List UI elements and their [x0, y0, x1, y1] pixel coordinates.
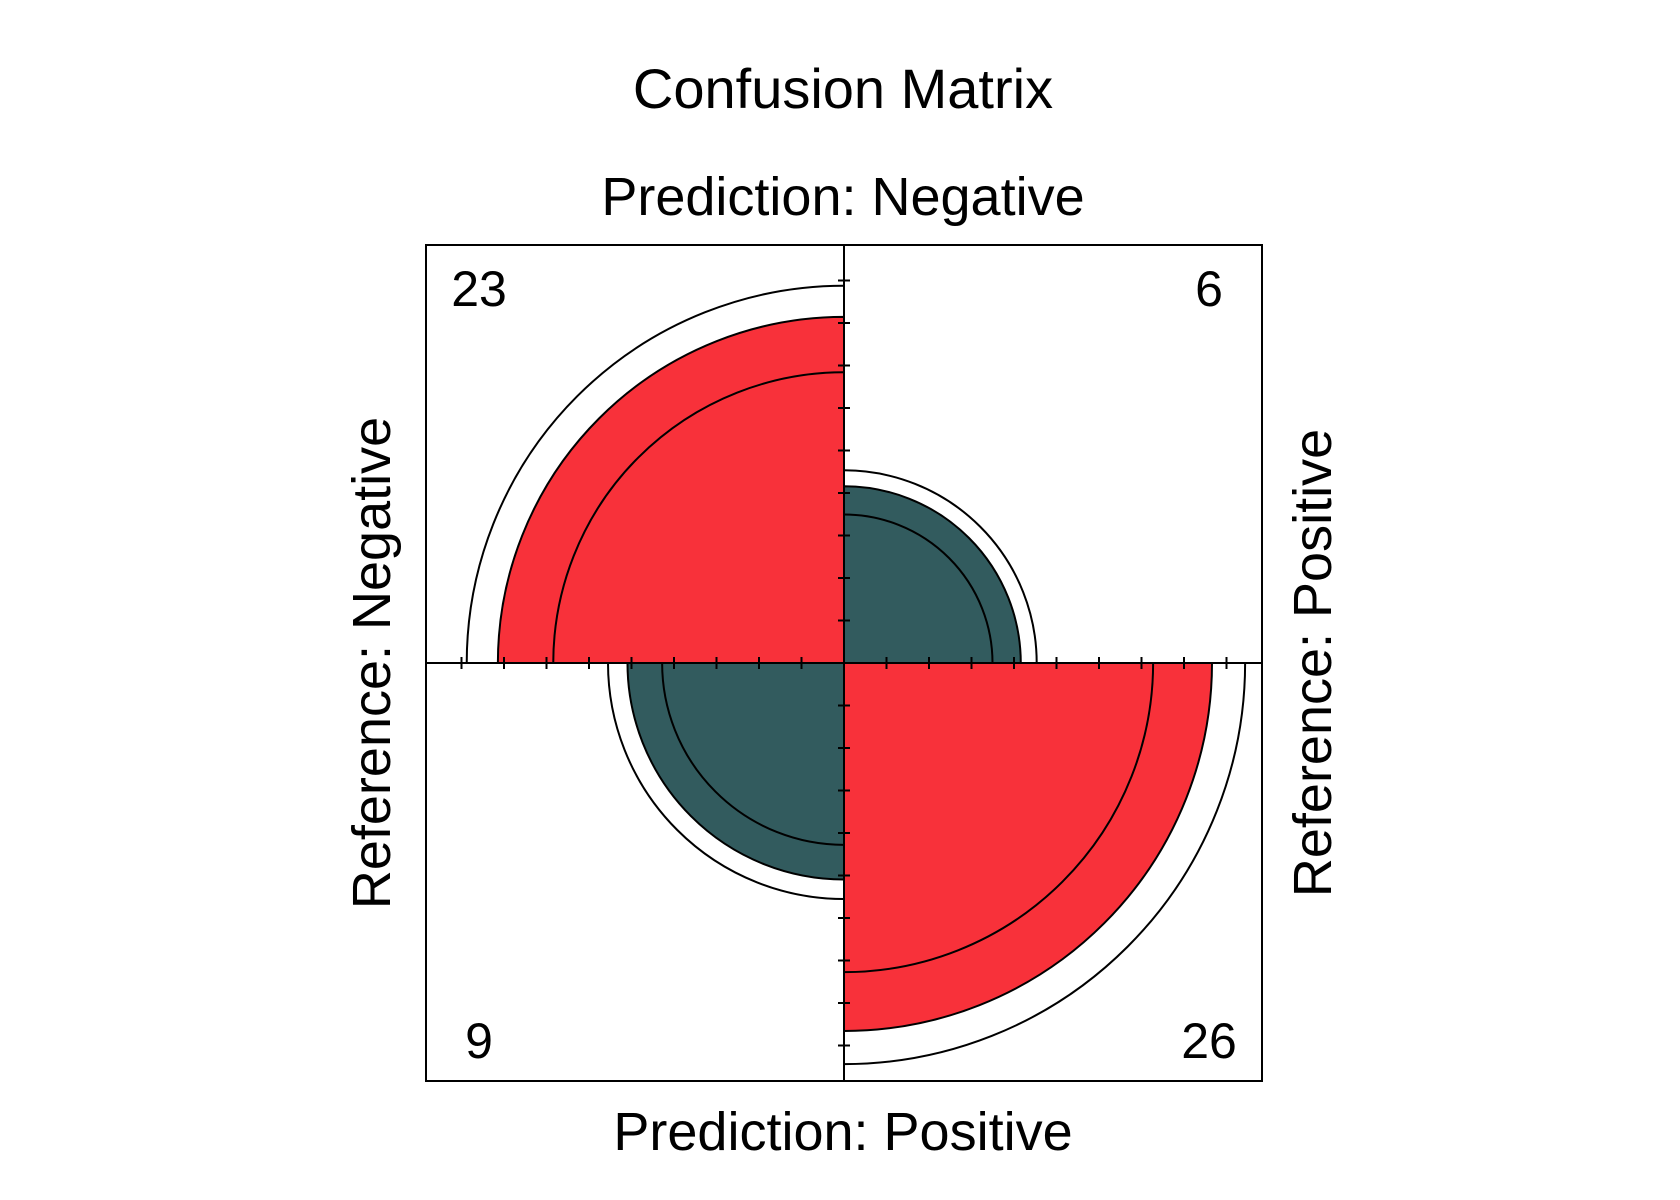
ci-outer-arc-top-right — [843, 469, 1038, 664]
left-axis-label: Reference: Negative — [342, 417, 402, 909]
count-top-right: 6 — [1195, 261, 1223, 317]
sector-bottom-right — [843, 662, 1214, 1033]
chart-title: Confusion Matrix — [633, 57, 1053, 120]
top-axis-label: Prediction: Negative — [601, 167, 1084, 227]
ci-inner-arc-bottom-left — [661, 662, 845, 846]
count-bottom-right: 26 — [1181, 1013, 1237, 1069]
count-top-left: 23 — [451, 261, 507, 317]
ci-inner-arc-top-right — [843, 513, 994, 664]
ci-outer-arc-bottom-right — [843, 662, 1247, 1066]
sector-top-right — [843, 485, 1022, 664]
fourfold-plot — [460, 279, 1247, 1066]
bottom-axis-label: Prediction: Positive — [613, 1102, 1072, 1162]
right-axis-label: Reference: Positive — [1283, 429, 1343, 897]
ci-outer-arc-bottom-left — [607, 662, 845, 900]
ci-inner-arc-top-left — [552, 371, 845, 664]
ci-outer-arc-top-left — [465, 284, 845, 664]
sector-top-left — [496, 315, 845, 664]
count-bottom-left: 9 — [465, 1013, 493, 1069]
sector-bottom-left — [626, 662, 845, 881]
ci-inner-arc-bottom-right — [843, 662, 1155, 974]
